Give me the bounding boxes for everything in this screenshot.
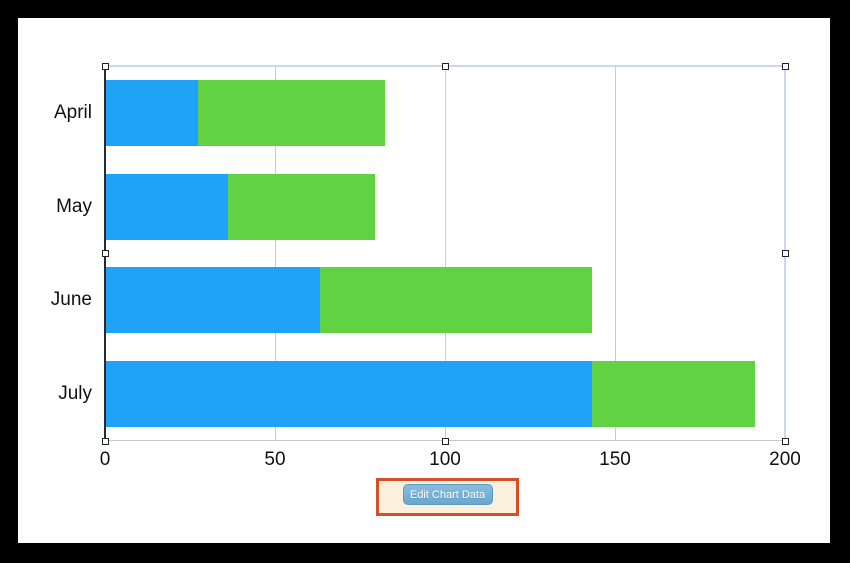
value-tick-label-0: 0 — [99, 449, 111, 470]
bar-segment-april-green[interactable] — [197, 79, 385, 146]
edit-chart-data-button[interactable]: Edit Chart Data — [402, 484, 493, 505]
category-label-june: June — [50, 289, 92, 311]
selection-handle-top-center[interactable] — [441, 62, 449, 70]
slide-canvas: April May June July 0 50 100 150 200 Edit Chart… — [18, 18, 830, 543]
category-label-may: May — [56, 195, 92, 217]
category-label-april: April — [53, 101, 92, 123]
bar-segment-may-blue[interactable] — [106, 173, 229, 240]
value-tick-label-200: 200 — [769, 449, 801, 470]
gridline-50 — [274, 66, 276, 441]
selection-handle-middle-right[interactable] — [781, 250, 789, 257]
bar-segment-june-green[interactable] — [320, 267, 593, 334]
gridline-150 — [614, 66, 616, 441]
highlight-box: Edit Chart Data — [376, 478, 519, 516]
bar-segment-july-green[interactable] — [592, 361, 756, 428]
selection-handle-bottom-center[interactable] — [441, 437, 449, 445]
category-label-july: July — [58, 383, 92, 405]
bar-segment-april-blue[interactable] — [106, 79, 198, 146]
selection-handle-middle-left[interactable] — [101, 250, 109, 257]
selection-handle-top-right[interactable] — [781, 62, 789, 70]
chart-object[interactable]: April May June July 0 50 100 150 200 — [18, 18, 830, 543]
selection-handle-top-left[interactable] — [101, 62, 109, 70]
value-tick-label-50: 50 — [264, 449, 286, 470]
value-tick-label-100: 100 — [429, 449, 461, 470]
value-tick-label-150: 150 — [599, 449, 631, 470]
bar-segment-may-green[interactable] — [228, 173, 375, 240]
selection-handle-bottom-left[interactable] — [101, 437, 109, 445]
selection-handle-bottom-right[interactable] — [781, 437, 789, 445]
gridline-100 — [444, 66, 446, 441]
bar-segment-june-blue[interactable] — [106, 267, 321, 334]
bar-segment-july-blue[interactable] — [106, 361, 593, 428]
